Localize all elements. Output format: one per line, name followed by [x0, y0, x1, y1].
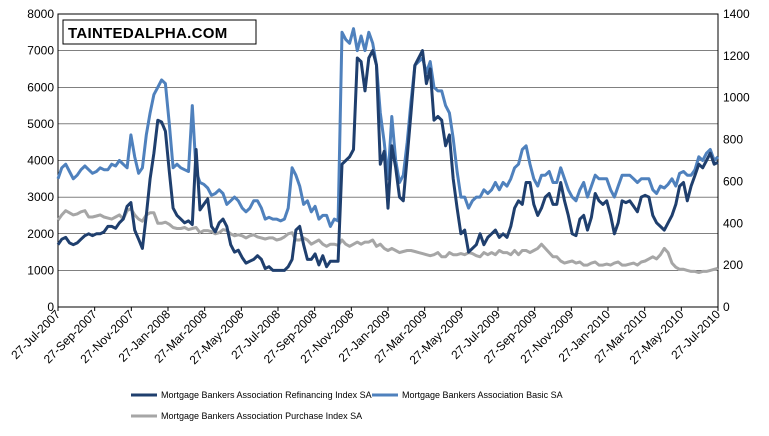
right-tick-label: 800 — [723, 133, 743, 147]
right-tick-label: 1400 — [723, 7, 750, 21]
logo-part2: ALPHA.COM — [134, 25, 228, 42]
left-tick-label: 0 — [47, 300, 54, 314]
right-tick-label: 0 — [723, 300, 730, 314]
left-tick-label: 8000 — [27, 7, 54, 21]
series-layer — [56, 27, 720, 274]
left-tick-label: 6000 — [27, 80, 54, 94]
right-axis-ticks: 0 200 400 600 800 1000 1200 1400 — [723, 7, 750, 314]
left-tick-label: 5000 — [27, 117, 54, 131]
series-line-1 — [56, 49, 719, 272]
logo: TAINTEDALPHA.COM — [62, 19, 257, 45]
left-tick-label: 7000 — [27, 44, 54, 58]
legend-label: Mortgage Bankers Association Refinancing… — [161, 390, 372, 400]
legend-label: Mortgage Bankers Association Basic SA — [402, 390, 563, 400]
legend: Mortgage Bankers Association Refinancing… — [131, 390, 563, 421]
x-axis-ticks: 27-Jul-200727-Sep-200727-Nov-200727-Jan-… — [8, 307, 723, 367]
left-tick-label: 2000 — [27, 227, 54, 241]
right-tick-label: 200 — [723, 258, 743, 272]
legend-label: Mortgage Bankers Association Purchase In… — [161, 411, 362, 421]
right-tick-label: 400 — [723, 216, 743, 230]
right-tick-label: 1200 — [723, 49, 750, 63]
right-tick-label: 600 — [723, 174, 743, 188]
svg-text:TAINTEDALPHA.COM: TAINTEDALPHA.COM — [68, 25, 228, 42]
left-tick-label: 3000 — [27, 190, 54, 204]
logo-box — [62, 19, 257, 45]
series-line-3 — [56, 207, 719, 274]
left-tick-label: 4000 — [27, 154, 54, 168]
left-axis-ticks: 0 1000 2000 3000 4000 5000 6000 7000 8000 — [27, 7, 54, 314]
series-line-2 — [56, 27, 720, 228]
logo-part1: TAINTED — [68, 25, 134, 42]
left-tick-label: 1000 — [27, 263, 54, 277]
right-tick-label: 1000 — [723, 91, 750, 105]
